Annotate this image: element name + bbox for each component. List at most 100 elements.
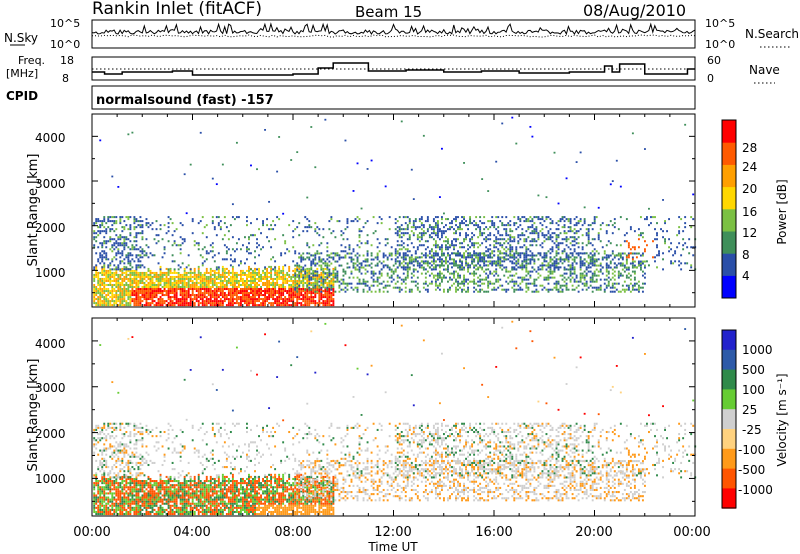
power-cell xyxy=(217,266,220,269)
power-cell xyxy=(296,265,299,268)
power-cell xyxy=(111,250,114,253)
power-cell xyxy=(631,266,634,269)
power-cell xyxy=(678,260,681,263)
power-cell xyxy=(205,275,208,278)
power-cell xyxy=(312,274,315,277)
power-cell xyxy=(119,260,122,263)
power-cell xyxy=(449,276,451,279)
power-cell xyxy=(485,238,488,241)
power-cell xyxy=(109,268,112,271)
power-cell xyxy=(219,304,222,307)
power-cell xyxy=(312,262,315,265)
power-cell xyxy=(137,275,140,278)
power-cell xyxy=(521,252,524,255)
power-cell xyxy=(113,277,116,280)
power-cell xyxy=(260,298,262,301)
power-cell xyxy=(121,294,124,297)
power-cell xyxy=(461,268,463,271)
power-cell xyxy=(270,275,273,278)
power-cell xyxy=(163,277,166,280)
power-cell xyxy=(637,252,640,255)
power-cell xyxy=(260,286,262,289)
power-cell xyxy=(352,248,355,251)
power-cell xyxy=(217,275,220,278)
power-cell xyxy=(165,267,168,270)
power-cell xyxy=(248,248,250,251)
power-cell xyxy=(513,258,516,261)
power-cell xyxy=(537,234,540,237)
power-cell xyxy=(434,278,437,281)
power-cell xyxy=(424,248,427,251)
power-cell xyxy=(119,256,122,259)
power-cell xyxy=(328,292,331,295)
power-cell xyxy=(646,260,648,263)
power-cell xyxy=(213,292,216,295)
power-cell xyxy=(467,244,470,247)
power-cell xyxy=(569,268,572,271)
power-cell xyxy=(205,279,208,282)
power-cell xyxy=(551,272,554,275)
power-cell xyxy=(639,268,642,271)
power-cell xyxy=(149,271,152,274)
power-cell xyxy=(541,246,544,249)
power-cell xyxy=(199,131,202,134)
power-cell xyxy=(282,290,285,293)
power-cell xyxy=(306,196,309,199)
power-cell xyxy=(302,256,305,259)
power-cell xyxy=(101,288,104,291)
power-cell xyxy=(563,232,566,235)
power-cell xyxy=(211,290,214,293)
power-cell xyxy=(420,256,423,259)
power-cell xyxy=(537,252,540,255)
power-cell xyxy=(549,236,552,239)
power-cell xyxy=(559,274,562,277)
nave-tick-max: 60 xyxy=(707,54,721,67)
power-cell xyxy=(320,242,323,245)
power-cell xyxy=(457,228,459,231)
power-cell xyxy=(344,254,347,257)
power-cell xyxy=(422,268,425,271)
power-cell xyxy=(139,273,142,276)
power-cell xyxy=(473,244,476,247)
power-cell xyxy=(248,294,250,297)
power-cell xyxy=(316,302,319,305)
power-cell xyxy=(432,218,435,221)
cpid-frame xyxy=(91,85,696,110)
power-cell xyxy=(276,302,279,305)
power-cell xyxy=(551,270,554,273)
power-cell xyxy=(165,271,168,274)
power-cell xyxy=(627,254,630,257)
power-cell xyxy=(527,278,530,281)
power-cell xyxy=(547,278,550,281)
power-cell xyxy=(179,281,182,284)
power-cell xyxy=(151,286,154,289)
power-cell xyxy=(531,256,534,259)
power-cell xyxy=(605,230,608,233)
power-cell xyxy=(294,292,297,295)
power-cell xyxy=(296,226,299,229)
power-cell xyxy=(489,272,492,275)
power-cell xyxy=(463,280,465,283)
power-cell xyxy=(181,242,184,245)
power-cell xyxy=(280,288,283,291)
power-cell xyxy=(266,286,269,289)
power-cell xyxy=(244,298,246,301)
power-cell xyxy=(175,296,178,299)
power-cell xyxy=(491,224,494,227)
power-cell xyxy=(286,292,289,295)
power-cell xyxy=(262,304,264,307)
power-cell xyxy=(658,252,660,255)
power-cell xyxy=(268,200,271,203)
power-cell xyxy=(603,290,606,293)
power-cell xyxy=(205,300,208,303)
power-cell xyxy=(342,280,345,283)
power-cell xyxy=(593,286,596,289)
power-cell xyxy=(223,296,226,299)
power-cell xyxy=(213,288,216,291)
power-cell xyxy=(318,264,321,267)
power-cell xyxy=(197,288,200,291)
power-cell xyxy=(485,246,488,249)
power-cell xyxy=(131,273,134,276)
power-cell xyxy=(493,246,496,249)
power-cell xyxy=(561,258,564,261)
